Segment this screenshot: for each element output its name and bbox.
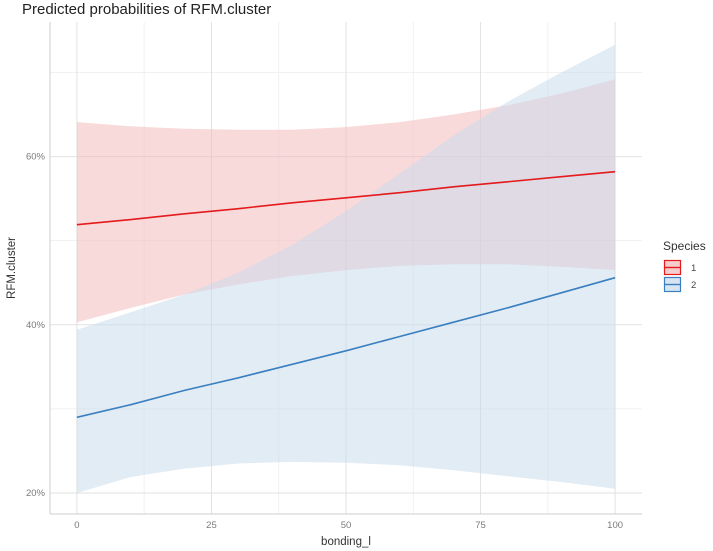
line-series-1: [76, 170, 616, 226]
legend-label-series-2: 2: [691, 280, 696, 291]
legend-label-series-1: 1: [691, 263, 696, 274]
x-tick-label: 100: [607, 520, 623, 531]
legend-title: Species: [663, 239, 706, 253]
y-axis-title: RFM.cluster: [6, 237, 18, 299]
x-axis-title: bonding_l: [321, 536, 371, 548]
x-tick-label: 75: [475, 520, 486, 531]
y-tick-label: 60%: [26, 152, 46, 163]
y-tick-label: 40%: [26, 320, 46, 331]
series-lines: [76, 170, 616, 419]
y-tick-label: 20%: [26, 488, 46, 499]
confidence-ribbons: [76, 44, 616, 493]
ribbon-series-2: [76, 44, 616, 493]
line-series-2: [76, 276, 616, 419]
x-tick-label: 50: [341, 520, 352, 531]
x-tick-label: 25: [206, 520, 217, 531]
chart-title: Predicted probabilities of RFM.cluster: [22, 1, 272, 18]
x-tick-labels: 0 25 50 75 100: [74, 520, 623, 531]
x-tick-label: 0: [74, 520, 79, 531]
legend: Species 1 2: [663, 239, 706, 293]
y-tick-labels: 20% 40% 60%: [26, 152, 46, 499]
